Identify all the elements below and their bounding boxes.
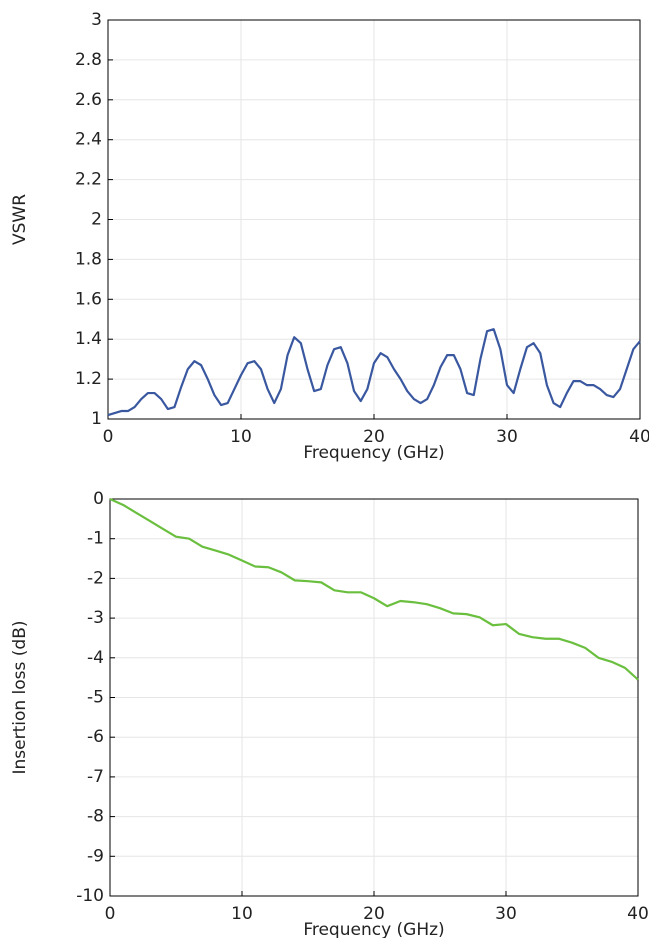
y-tick-label: -2 bbox=[87, 568, 104, 588]
y-tick-label: 2.4 bbox=[75, 130, 102, 150]
x-tick-label: 20 bbox=[363, 904, 385, 924]
x-tick-label: 40 bbox=[629, 427, 649, 447]
y-tick-label: -7 bbox=[87, 767, 104, 787]
y-tick-label: 1.2 bbox=[75, 369, 102, 389]
y-tick-label: -3 bbox=[87, 608, 104, 628]
y-tick-label: 2.8 bbox=[75, 50, 102, 70]
y-tick-label: -6 bbox=[87, 727, 104, 747]
y-tick-label: 0 bbox=[93, 489, 104, 509]
y-tick-label: -4 bbox=[87, 648, 104, 668]
x-axis-label: Frequency (GHz) bbox=[303, 920, 444, 938]
x-tick-label: 20 bbox=[363, 427, 385, 447]
y-axis-label: Insertion loss (dB) bbox=[10, 620, 30, 774]
data-line bbox=[107, 328, 641, 417]
y-tick-label: 1.6 bbox=[75, 289, 102, 309]
x-tick-label: 30 bbox=[495, 904, 517, 924]
y-tick-label: 1.4 bbox=[75, 329, 102, 349]
data-line bbox=[109, 497, 639, 681]
x-axis-label: Frequency (GHz) bbox=[303, 443, 444, 463]
y-tick-label: -5 bbox=[87, 688, 104, 708]
y-axis-label: VSWR bbox=[10, 194, 30, 245]
y-tick-label: 2.2 bbox=[75, 170, 102, 190]
y-tick-label: 2 bbox=[91, 210, 102, 230]
plot-frame bbox=[107, 19, 641, 420]
x-tick-label: 30 bbox=[496, 427, 518, 447]
y-tick-label: 3 bbox=[91, 10, 102, 30]
x-tick-label: 0 bbox=[105, 904, 116, 924]
x-tick-label: 10 bbox=[230, 427, 252, 447]
y-tick-label: 2.6 bbox=[75, 90, 102, 110]
plot-frame bbox=[109, 498, 639, 897]
x-tick-label: 40 bbox=[627, 904, 649, 924]
y-tick-label: 1 bbox=[91, 409, 102, 429]
y-tick-label: -10 bbox=[76, 886, 104, 906]
x-tick-label: 10 bbox=[231, 904, 253, 924]
x-tick-label: 0 bbox=[103, 427, 114, 447]
y-tick-label: -9 bbox=[87, 846, 104, 866]
y-tick-label: -1 bbox=[87, 529, 104, 549]
y-tick-label: -8 bbox=[87, 807, 104, 827]
y-tick-label: 1.8 bbox=[75, 249, 102, 269]
